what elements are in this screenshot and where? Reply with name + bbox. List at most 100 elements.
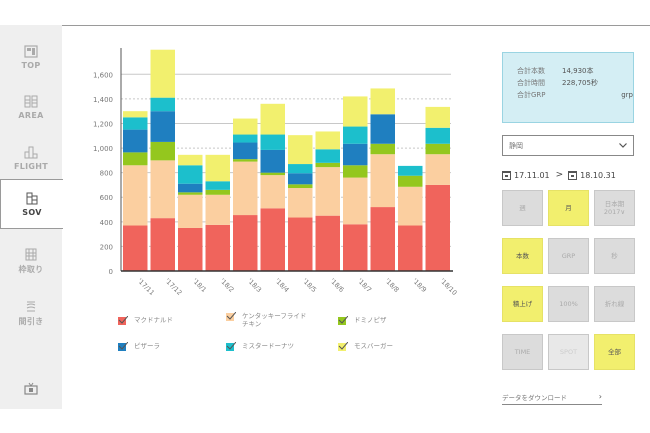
bar-segment[interactable] (315, 131, 341, 150)
calendar-icon[interactable] (568, 170, 578, 180)
download-link[interactable]: データをダウンロード › (502, 392, 602, 405)
bar-segment[interactable] (178, 154, 203, 166)
bar-segment[interactable] (370, 143, 396, 155)
bar-segment[interactable] (260, 149, 286, 173)
bar-segment[interactable] (425, 143, 451, 155)
bar-segment[interactable] (205, 224, 231, 271)
bar-segment[interactable] (370, 207, 396, 271)
bar-segment[interactable] (178, 165, 203, 184)
sidebar-item-area[interactable]: AREA (0, 77, 62, 137)
bar-segment[interactable] (343, 96, 368, 127)
bar-segment[interactable] (398, 225, 423, 271)
sidebar-item-sov[interactable]: SOV (0, 179, 63, 229)
bar-segment[interactable] (178, 194, 203, 228)
bar-segment[interactable] (370, 88, 396, 115)
legend-item-pizzala[interactable]: ピザーラ (118, 342, 160, 351)
bar-segment[interactable] (233, 215, 258, 271)
bar-segment[interactable] (150, 141, 176, 161)
bar-segment[interactable] (150, 49, 176, 98)
start-date[interactable]: 17.11.01 (514, 170, 550, 180)
bar-segment[interactable] (260, 134, 286, 150)
x-tick-label: '18/9 (411, 277, 428, 294)
legend-item-mos[interactable]: モスバーガー (338, 342, 393, 351)
bar-segment[interactable] (260, 103, 286, 135)
bar-segment[interactable] (205, 189, 231, 195)
sidebar-item-wakudori[interactable]: 枠取り (0, 231, 62, 291)
stacked-button[interactable]: 積上げ (502, 286, 543, 322)
week-button[interactable]: 週 (502, 190, 543, 226)
bar-segment[interactable] (343, 165, 368, 178)
all-button[interactable]: 全部 (594, 334, 635, 370)
time-button[interactable]: TIME (502, 334, 543, 370)
bar-segment[interactable] (205, 181, 231, 190)
bar-segment[interactable] (288, 173, 313, 185)
bar-segment[interactable] (123, 117, 148, 130)
bar-segment[interactable] (150, 218, 176, 271)
bar-segment[interactable] (205, 154, 231, 182)
bar-segment[interactable] (425, 154, 451, 185)
bar-segment[interactable] (425, 184, 451, 271)
sidebar-item-flight[interactable]: FLIGHT (0, 128, 62, 188)
bar-segment[interactable] (233, 159, 258, 162)
bar-segment[interactable] (260, 208, 286, 271)
month-button[interactable]: 月 (548, 190, 589, 226)
end-date[interactable]: 18.10.31 (580, 170, 616, 180)
bar-segment[interactable] (315, 167, 341, 216)
bar-segment[interactable] (398, 175, 423, 187)
bar-segment[interactable] (315, 162, 341, 168)
percent-button[interactable]: 100% (548, 286, 589, 322)
bar-segment[interactable] (315, 149, 341, 163)
bar-segment[interactable] (425, 127, 451, 144)
legend-item-dominos[interactable]: ドミノピザ (338, 316, 387, 325)
bar-segment[interactable] (178, 183, 203, 193)
bar-segment[interactable] (288, 135, 313, 165)
bar-segment[interactable] (343, 126, 368, 144)
seconds-button[interactable]: 秒 (594, 238, 635, 274)
x-tick-label: '17/11 (136, 277, 156, 297)
chart-legend: マクドナルド ケンタッキーフライド チキン ドミノピザ ピザーラ ミスタードーナ… (118, 312, 448, 362)
bar-segment[interactable] (233, 161, 258, 216)
bar-segment[interactable] (150, 160, 176, 219)
bar-segment[interactable] (178, 192, 203, 195)
bar-segment[interactable] (123, 152, 148, 166)
bar-segment[interactable] (343, 143, 368, 166)
legend-item-mcdonalds[interactable]: マクドナルド (118, 316, 173, 325)
bar-segment[interactable] (123, 225, 148, 271)
grp-button[interactable]: GRP (548, 238, 589, 274)
line-button[interactable]: 折れ線 (594, 286, 635, 322)
bar-segment[interactable] (260, 175, 286, 209)
bar-segment[interactable] (370, 154, 396, 208)
bar-segment[interactable] (398, 186, 423, 226)
bar-segment[interactable] (288, 184, 313, 189)
bar-segment[interactable] (123, 165, 148, 226)
bar-segment[interactable] (398, 165, 423, 176)
sidebar-item-top[interactable]: TOP (0, 27, 62, 87)
legend-item-misdo[interactable]: ミスタードーナツ (226, 342, 294, 351)
legend-item-kfc[interactable]: ケンタッキーフライド チキン (226, 312, 322, 328)
spot-button[interactable]: SPOT (548, 334, 589, 370)
bar-segment[interactable] (123, 111, 148, 118)
bar-segment[interactable] (150, 97, 176, 112)
calendar-icon[interactable] (502, 170, 511, 180)
tv-button[interactable] (0, 375, 62, 405)
region-select[interactable]: 静岡 (502, 135, 634, 156)
bar-segment[interactable] (178, 227, 203, 271)
bar-segment[interactable] (288, 188, 313, 218)
bar-segment[interactable] (288, 164, 313, 174)
count-button[interactable]: 本数 (502, 238, 543, 274)
bar-segment[interactable] (233, 118, 258, 135)
bar-segment[interactable] (343, 177, 368, 225)
bar-segment[interactable] (315, 215, 341, 271)
bar-segment[interactable] (370, 114, 396, 144)
bar-segment[interactable] (123, 129, 148, 153)
bar-segment[interactable] (343, 224, 368, 271)
bar-segment[interactable] (260, 172, 286, 176)
bar-segment[interactable] (288, 217, 313, 271)
bar-segment[interactable] (205, 194, 231, 225)
bar-segment[interactable] (425, 106, 451, 128)
bar-segment[interactable] (150, 111, 176, 142)
bar-segment[interactable] (233, 142, 258, 160)
fiscal-year-button[interactable]: 日本期 2017∨ (594, 190, 635, 226)
bar-segment[interactable] (233, 134, 258, 143)
sidebar-item-mabiki[interactable]: 間引き (0, 283, 62, 343)
